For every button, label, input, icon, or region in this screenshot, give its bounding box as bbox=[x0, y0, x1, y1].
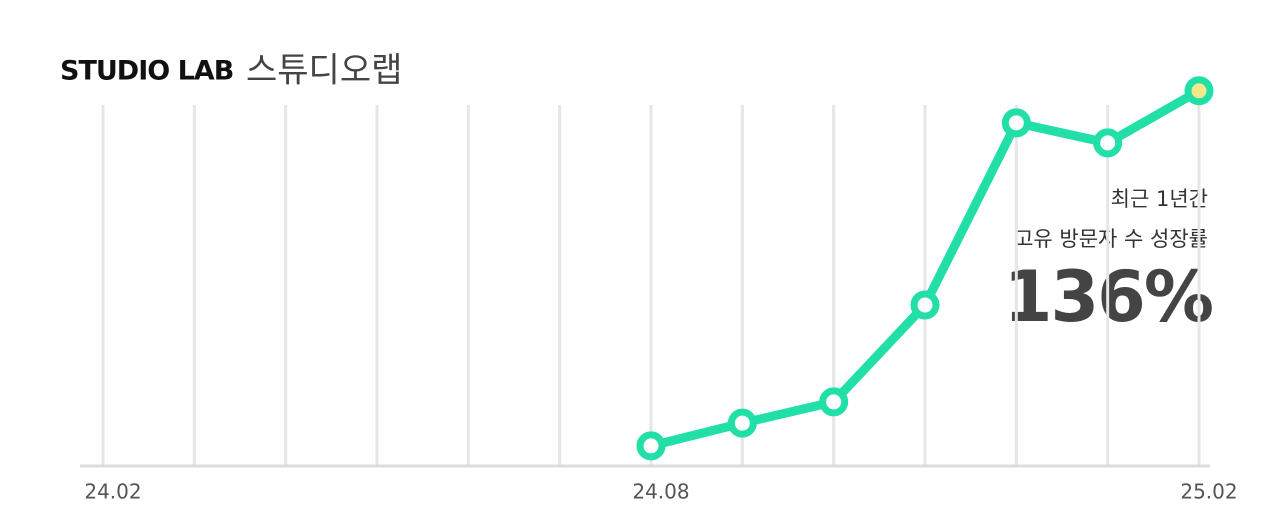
x-tick-label: 24.08 bbox=[632, 480, 689, 504]
x-tick-label: 25.02 bbox=[1180, 480, 1237, 504]
point bbox=[910, 290, 940, 320]
annotation: 고유 방문자 수 성장률 bbox=[1014, 227, 1208, 251]
point bbox=[1001, 108, 1031, 138]
chart-title: STUDIO LAB bbox=[60, 56, 233, 87]
point bbox=[1093, 128, 1123, 158]
point bbox=[1184, 76, 1214, 106]
annotation: 최근 1년간 bbox=[1111, 187, 1208, 211]
chart-subtitle: 스튜디오랩 bbox=[246, 51, 402, 91]
point bbox=[819, 387, 849, 417]
point bbox=[727, 408, 757, 438]
point bbox=[636, 431, 666, 461]
x-tick-label: 24.02 bbox=[84, 480, 141, 504]
